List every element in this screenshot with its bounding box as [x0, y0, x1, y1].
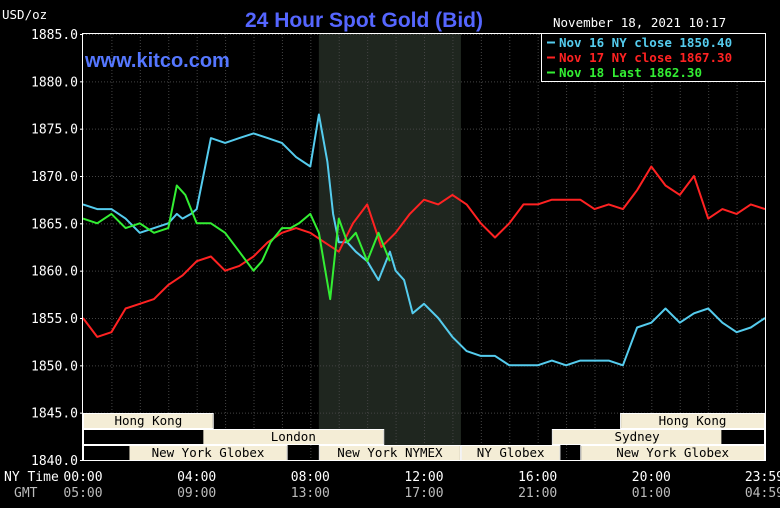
y-axis-ticks: 1885.0 1880.0 1875.0 1870.0 1865.0 1860.0 1855… — [31, 28, 83, 469]
session-box — [552, 430, 722, 444]
x-tick-ny: 00:00 — [63, 470, 102, 485]
session-box — [129, 446, 287, 460]
session-box — [84, 414, 213, 428]
session-label: New York Globex — [616, 445, 729, 460]
plot-frame — [82, 33, 766, 461]
x-tick-gmt: 05:00 — [63, 486, 102, 501]
session-label: Hong Kong — [114, 413, 182, 428]
series-line-2 — [82, 184, 391, 301]
y-tick-label: 1845.0 — [31, 407, 78, 422]
x-tick-ny: 08:00 — [291, 470, 330, 485]
session-label: NY Globex — [477, 445, 545, 460]
session-label: Hong Kong — [659, 413, 727, 428]
session-box — [621, 414, 764, 428]
x-tick-gmt: 01:00 — [632, 486, 671, 501]
legend-entry-nov16: Nov 16 NY close 1850.40 — [559, 35, 732, 50]
x-tick-gmt: 17:00 — [404, 486, 443, 501]
y-tick-label: 1875.0 — [31, 123, 78, 138]
ny-time-row-label: NY Time — [4, 470, 59, 485]
y-tick-label: 1885.0 — [31, 28, 78, 43]
x-tick-ny: 16:00 — [518, 470, 557, 485]
session-box — [461, 446, 560, 460]
x-tick-gmt: 09:00 — [177, 486, 216, 501]
x-tick-ny: 12:00 — [404, 470, 443, 485]
session-label: New York Globex — [152, 445, 265, 460]
x-tick-gmt: 21:00 — [518, 486, 557, 501]
x-tick-ny: 20:00 — [632, 470, 671, 485]
website-watermark: www.kitco.com — [84, 50, 230, 72]
grid-lines — [83, 34, 765, 461]
session-label: Sydney — [615, 429, 661, 444]
session-box — [581, 446, 764, 460]
y-tick-label: 1865.0 — [31, 217, 78, 232]
session-box — [319, 446, 460, 460]
x-tick-gmt: 13:00 — [291, 486, 330, 501]
y-tick-label: 1850.0 — [31, 359, 78, 374]
session-box — [203, 430, 384, 444]
series-line-1 — [82, 165, 766, 338]
chart-title: 24 Hour Spot Gold (Bid) — [245, 9, 483, 32]
legend-entry-nov17: Nov 17 NY close 1867.30 — [559, 50, 732, 65]
legend: Nov 16 NY close 1850.40 Nov 17 NY close … — [541, 33, 766, 82]
timestamp: November 18, 2021 10:17 — [553, 15, 726, 30]
x-tick-ny: 04:00 — [177, 470, 216, 485]
y-tick-label: 1855.0 — [31, 312, 78, 327]
session-label: New York NYMEX — [337, 445, 443, 460]
gmt-row-label: GMT — [14, 486, 38, 501]
unit-label: USD/oz — [2, 7, 47, 22]
y-tick-label: 1870.0 — [31, 170, 78, 185]
shaded-region-rect — [318, 34, 461, 460]
y-tick-label: 1860.0 — [31, 265, 78, 280]
price-series — [82, 113, 766, 367]
y-tick-label: 1880.0 — [31, 75, 78, 90]
y-tick-label: 1840.0 — [31, 454, 78, 469]
legend-entry-nov18: Nov 18 Last 1862.30 — [559, 65, 702, 80]
nymex-shaded-region — [318, 34, 461, 460]
session-label: London — [271, 429, 316, 444]
x-tick-ny: 23:59 — [745, 470, 780, 485]
x-tick-gmt: 04:59 — [745, 486, 780, 501]
